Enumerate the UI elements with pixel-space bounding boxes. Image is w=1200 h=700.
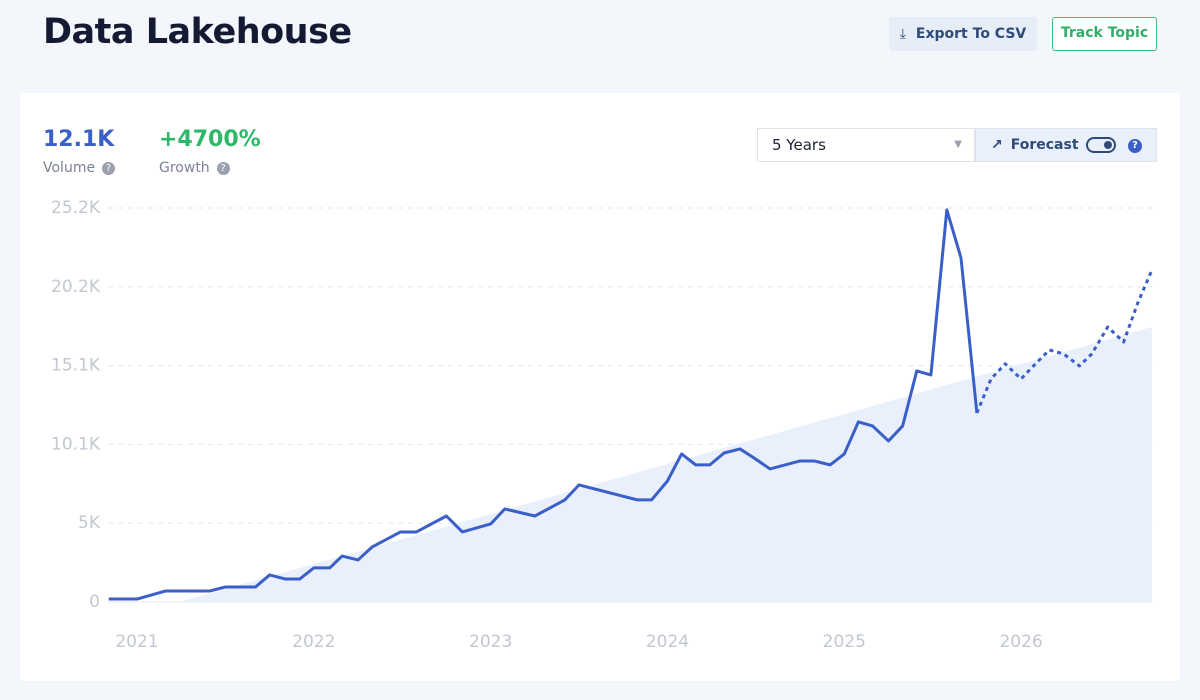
y-tick-label: 5K (78, 513, 101, 533)
trend-line (108, 208, 979, 601)
x-tick-label: 2023 (469, 632, 512, 652)
volume-value: 12.1K (43, 127, 115, 152)
help-icon[interactable]: ? (102, 162, 116, 175)
y-tick-label: 0 (89, 592, 100, 612)
track-button[interactable]: Track Topic (1052, 17, 1157, 51)
y-tick-label: 10.1K (51, 434, 101, 454)
page-title: Data Lakehouse (43, 12, 352, 52)
range-text: 5 Years (772, 136, 826, 154)
export-label: Export To CSV (915, 26, 1027, 42)
volume-text: Volume (43, 160, 96, 176)
x-tick-label: 2022 (292, 632, 335, 652)
y-tick-label: 25.2K (51, 198, 101, 218)
y-tick-label: 15.1K (51, 356, 101, 376)
forecast-text: Forecast (1010, 137, 1079, 153)
trend-area (179, 326, 1152, 602)
forecast-toggle[interactable]: ↗ Forecast ? (975, 128, 1157, 162)
x-tick-label: 2021 (115, 632, 158, 652)
help-icon[interactable]: ? (1128, 139, 1142, 153)
growth-value: +4700% (159, 127, 261, 152)
x-tick-label: 2025 (823, 632, 866, 652)
y-tick-label: 20.2K (51, 277, 101, 297)
forecast-line (975, 269, 1154, 414)
x-tick-label: 2026 (999, 632, 1042, 652)
growth-label: Growth? (159, 160, 230, 176)
volume-label: Volume? (43, 160, 116, 176)
help-icon[interactable]: ? (216, 162, 230, 175)
growth-text: Growth (159, 160, 210, 176)
x-tick-label: 2024 (646, 632, 689, 652)
range-select[interactable]: 5 Years ▼ (757, 128, 975, 162)
export-button[interactable]: ⤓ Export To CSV (889, 17, 1037, 51)
switch[interactable] (1086, 137, 1116, 153)
